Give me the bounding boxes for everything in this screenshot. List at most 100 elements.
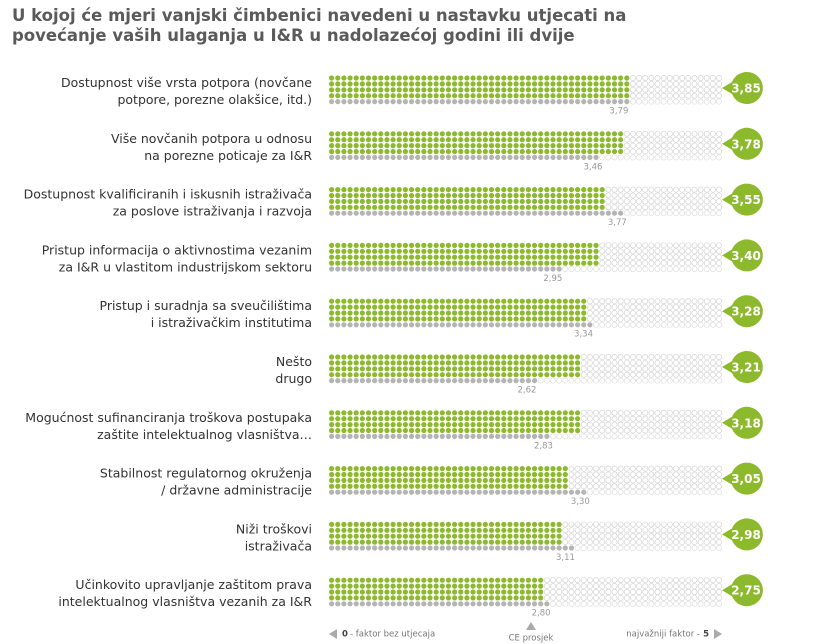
- dot: [568, 354, 575, 360]
- dot: [556, 322, 562, 328]
- dot: [470, 87, 476, 93]
- dot: [623, 148, 630, 155]
- dot: [605, 204, 612, 211]
- dot: [372, 427, 378, 434]
- dot: [427, 601, 433, 607]
- dot: [666, 477, 673, 484]
- dot: [464, 248, 470, 254]
- dot: [679, 471, 686, 478]
- dot: [623, 471, 630, 478]
- dot: [501, 242, 507, 248]
- dot: [482, 137, 488, 143]
- dot: [575, 366, 581, 372]
- value-badge: [722, 574, 763, 607]
- dot: [427, 87, 433, 93]
- dot: [599, 594, 606, 601]
- dot: [697, 242, 704, 249]
- dot: [513, 422, 519, 428]
- dot: [703, 539, 710, 546]
- dot: [691, 577, 698, 584]
- dot: [396, 99, 402, 105]
- dot: [421, 539, 427, 545]
- dot: [586, 304, 593, 311]
- dot: [525, 154, 532, 160]
- dot: [611, 266, 618, 272]
- dot: [654, 433, 661, 440]
- dot: [685, 298, 692, 305]
- dot: [488, 304, 495, 310]
- dot: [353, 466, 359, 472]
- dot: [544, 187, 550, 193]
- dot: [630, 248, 636, 255]
- dot: [618, 99, 624, 105]
- dot: [703, 142, 710, 149]
- dot: [365, 143, 372, 149]
- dot: [507, 372, 513, 378]
- dot: [396, 210, 402, 216]
- dot: [507, 298, 513, 304]
- dot: [642, 415, 649, 422]
- dot: [402, 81, 408, 87]
- dot: [495, 93, 501, 99]
- dot: [396, 601, 402, 607]
- dot: [691, 477, 698, 484]
- dot: [433, 93, 439, 99]
- dot: [347, 266, 353, 272]
- dot: [488, 266, 495, 272]
- dot: [630, 483, 636, 490]
- dot: [359, 378, 365, 384]
- dot: [384, 198, 390, 204]
- dot: [415, 87, 421, 93]
- dot: [716, 321, 723, 328]
- dot: [464, 304, 470, 310]
- dot: [556, 298, 562, 304]
- dot: [660, 521, 667, 528]
- dot: [408, 422, 415, 428]
- dot: [666, 577, 673, 584]
- dot: [550, 416, 556, 422]
- dot: [697, 266, 704, 272]
- dot: [636, 527, 643, 534]
- dot: [685, 130, 692, 137]
- dot: [495, 416, 501, 422]
- dot: [581, 131, 587, 137]
- dot: [544, 154, 550, 160]
- dot: [396, 316, 402, 322]
- dot: [415, 422, 421, 428]
- dot: [574, 377, 581, 384]
- dot: [390, 372, 396, 378]
- dot: [452, 433, 458, 439]
- dot: [679, 310, 686, 316]
- dot: [488, 477, 495, 483]
- dot: [531, 210, 538, 216]
- dot: [691, 377, 698, 384]
- value-label: 3,18: [731, 416, 761, 430]
- dot: [513, 75, 519, 81]
- dot: [384, 372, 390, 378]
- dot: [538, 354, 544, 360]
- dot: [519, 154, 525, 160]
- dot: [384, 527, 390, 533]
- dot: [599, 433, 606, 440]
- dot: [458, 248, 464, 254]
- dot: [501, 466, 507, 472]
- dot: [384, 489, 390, 495]
- dot: [335, 242, 341, 248]
- dot: [605, 409, 612, 416]
- dot: [709, 483, 716, 490]
- dot: [630, 186, 636, 193]
- dot: [421, 489, 427, 495]
- dot: [593, 527, 600, 534]
- dot: [642, 539, 649, 546]
- dot: [433, 521, 439, 528]
- dot: [697, 589, 704, 595]
- dot: [378, 466, 384, 472]
- dot: [660, 310, 667, 316]
- dot: [427, 410, 433, 416]
- dot: [550, 316, 556, 322]
- dot: [445, 378, 452, 384]
- dot: [703, 130, 710, 137]
- dot: [673, 527, 679, 534]
- dot: [347, 427, 353, 434]
- dot: [476, 545, 482, 551]
